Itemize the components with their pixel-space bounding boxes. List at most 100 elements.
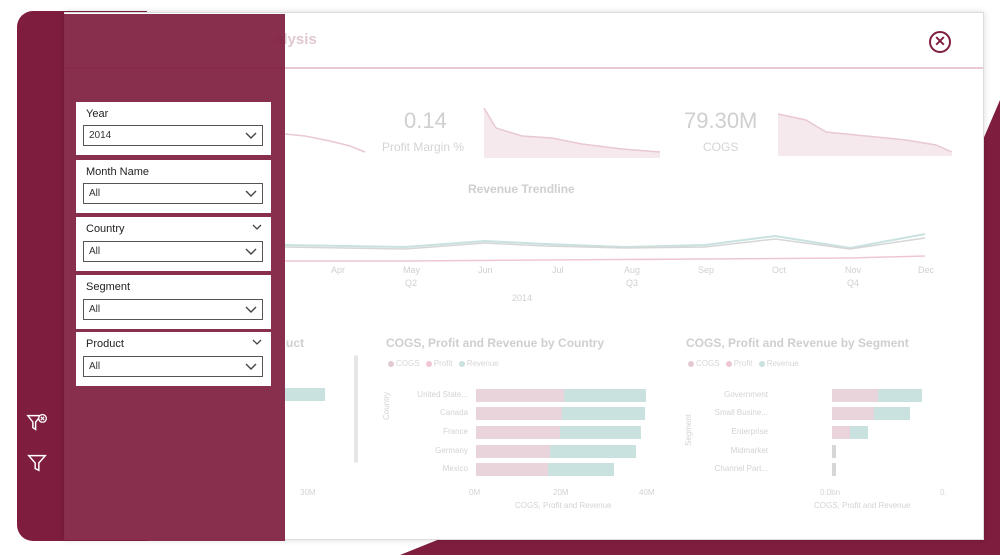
country-x-axis-title: COGS, Profit and Revenue bbox=[515, 501, 612, 510]
chevron-down-icon[interactable] bbox=[251, 222, 263, 232]
country-dropdown[interactable]: All bbox=[83, 241, 263, 262]
legend-label: Revenue bbox=[766, 359, 799, 368]
trendline-title: Revenue Trendline bbox=[468, 182, 575, 196]
segment-label: Small Busine... bbox=[714, 408, 768, 417]
trend-month-label: Jun bbox=[478, 265, 493, 275]
slicer-month-name: Month Name All bbox=[76, 160, 271, 213]
segment-x-tick: 0.0bn bbox=[820, 488, 841, 497]
legend-label: Profit bbox=[433, 359, 453, 368]
slicer-label: Country bbox=[86, 223, 125, 235]
dropdown-value: All bbox=[89, 304, 101, 315]
country-bar-cogs bbox=[476, 426, 560, 439]
segment-y-axis-title: Segment bbox=[684, 413, 693, 446]
segment-bar-revenue bbox=[832, 445, 836, 458]
segment-bar-revenue bbox=[832, 463, 836, 476]
trend-month-label: May bbox=[403, 265, 421, 275]
legend-label: COGS bbox=[696, 359, 720, 368]
segment-legend: COGS Profit Revenue bbox=[684, 359, 799, 368]
legend-dot-revenue bbox=[458, 360, 465, 367]
country-bar-cogs bbox=[476, 407, 562, 420]
legend-label: COGS bbox=[396, 359, 420, 368]
dropdown-value: All bbox=[89, 246, 101, 257]
country-label: United State... bbox=[417, 390, 468, 399]
trend-month-label: Nov bbox=[845, 265, 862, 275]
trendline-chart bbox=[285, 233, 926, 262]
dropdown-value: 2014 bbox=[89, 130, 112, 141]
slicer-product: Product All bbox=[76, 332, 271, 386]
country-bar-cogs bbox=[476, 445, 550, 458]
kpi-cogs-value: 79.30M bbox=[684, 108, 758, 133]
country-legend: COGS Profit Revenue bbox=[384, 359, 499, 368]
product-bar bbox=[285, 388, 325, 401]
kpi-sparkline-1 bbox=[285, 133, 366, 153]
kpi-cogs-label: COGS bbox=[703, 140, 739, 154]
country-label: Germany bbox=[435, 446, 468, 455]
product-dropdown[interactable]: All bbox=[83, 356, 263, 377]
country-label: Canada bbox=[439, 408, 468, 417]
slicer-country: Country All bbox=[76, 217, 271, 271]
trend-quarter-label: Q4 bbox=[847, 278, 860, 288]
month-name-dropdown[interactable]: All bbox=[83, 183, 263, 204]
chevron-down-icon bbox=[245, 190, 257, 197]
country-x-tick: 0M bbox=[469, 488, 481, 497]
country-bar-cogs bbox=[476, 389, 564, 402]
trend-quarter-label: Q2 bbox=[405, 278, 418, 288]
filter-icon[interactable] bbox=[26, 452, 48, 474]
legend-dot-cogs bbox=[388, 360, 394, 367]
country-bar-cogs bbox=[476, 463, 548, 476]
slicer-label: Segment bbox=[86, 281, 131, 293]
segment-x-axis-title: COGS, Profit and Revenue bbox=[814, 501, 911, 510]
segment-bar-cogs bbox=[832, 389, 878, 402]
segment-label: Channel Part... bbox=[714, 464, 768, 473]
dropdown-value: All bbox=[89, 188, 101, 199]
legend-label: Profit bbox=[733, 359, 753, 368]
trend-month-label: Oct bbox=[772, 265, 787, 275]
country-label: France bbox=[443, 427, 468, 436]
trend-year-label: 2014 bbox=[512, 293, 533, 303]
trend-month-label: Aug bbox=[624, 265, 641, 275]
country-y-axis-title: Country bbox=[382, 391, 391, 420]
segment-x-tick: 0. bbox=[940, 488, 947, 497]
slicer-segment: Segment All bbox=[76, 275, 271, 329]
panel-header: alysis ✕ bbox=[65, 13, 983, 69]
slicer-label: Product bbox=[86, 338, 124, 350]
chevron-down-icon bbox=[245, 248, 257, 255]
close-icon[interactable]: ✕ bbox=[929, 31, 951, 53]
legend-dot-profit bbox=[425, 360, 432, 367]
country-x-tick: 40M bbox=[639, 488, 655, 497]
chevron-down-icon bbox=[245, 363, 257, 370]
product-card-title: uct bbox=[286, 336, 304, 350]
segment-label: Government bbox=[723, 390, 768, 399]
legend-dot-profit bbox=[725, 360, 732, 367]
country-x-tick: 20M bbox=[553, 488, 569, 497]
kpi-profit-margin-label: Profit Margin % bbox=[382, 140, 465, 154]
product-axis-tick: 30M bbox=[300, 488, 316, 497]
segment-label: Midmarket bbox=[730, 446, 768, 455]
trend-month-label: Jul bbox=[552, 265, 564, 275]
slicer-label: Month Name bbox=[86, 166, 149, 178]
trend-month-label: Apr bbox=[331, 265, 346, 275]
trend-quarter-label: Q3 bbox=[626, 278, 639, 288]
year-dropdown[interactable]: 2014 bbox=[83, 125, 263, 146]
trend-month-label: Sep bbox=[698, 265, 715, 275]
segment-card-title: COGS, Profit and Revenue by Segment bbox=[686, 336, 909, 350]
kpi-profit-margin-value: 0.14 bbox=[404, 108, 447, 133]
slicer-year: Year 2014 bbox=[76, 102, 271, 155]
chevron-down-icon bbox=[245, 132, 257, 139]
dropdown-value: All bbox=[89, 361, 101, 372]
kpi-sparkline-2 bbox=[483, 107, 661, 158]
clear-filter-icon[interactable] bbox=[26, 412, 48, 434]
slicer-label: Year bbox=[86, 108, 109, 120]
kpi-sparkline-3 bbox=[777, 113, 953, 156]
country-card-title: COGS, Profit and Revenue by Country bbox=[386, 336, 605, 350]
segment-bar-cogs bbox=[832, 407, 874, 420]
legend-dot-cogs bbox=[688, 360, 694, 367]
legend-dot-revenue bbox=[758, 360, 765, 367]
segment-bar-cogs bbox=[832, 426, 850, 439]
country-label: Mexico bbox=[442, 464, 468, 473]
chevron-down-icon bbox=[245, 306, 257, 313]
chevron-down-icon[interactable] bbox=[251, 337, 263, 347]
product-scrollbar[interactable] bbox=[354, 355, 358, 463]
legend-label: Revenue bbox=[466, 359, 499, 368]
segment-dropdown[interactable]: All bbox=[83, 299, 263, 320]
